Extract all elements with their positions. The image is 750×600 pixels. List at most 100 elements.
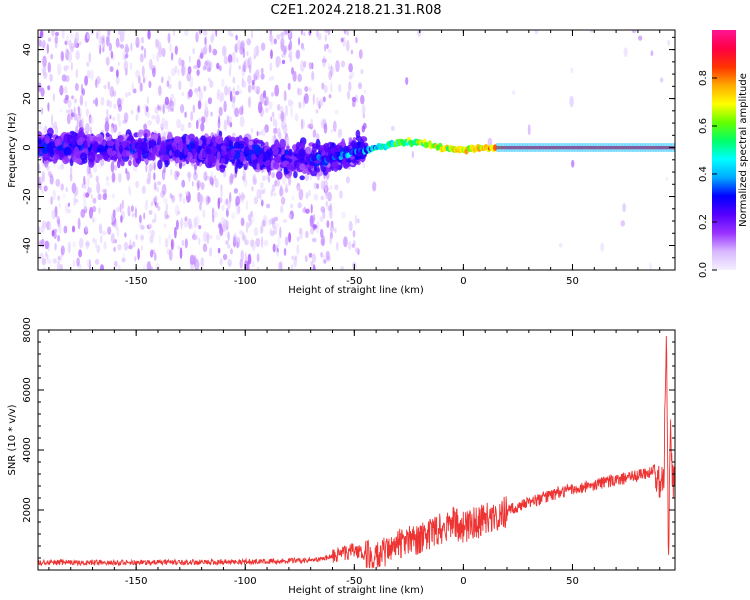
noise-cell [227,54,233,64]
noise-cell [263,187,266,194]
noise-cell [289,39,293,51]
noise-cell [67,202,70,207]
noise-cell [47,102,50,112]
noise-cell [85,108,89,117]
y-tick-label: 4000 [22,437,33,462]
noise-cell [126,171,130,181]
noise-cell [187,218,192,230]
noise-cell [164,96,170,106]
ridge-halo [569,143,573,152]
noise-cell [111,172,116,183]
band-cell [174,136,179,141]
noise-cell [96,76,101,85]
noise-cell [39,176,44,184]
noise-cell [54,31,60,37]
noise-cell [351,243,355,248]
noise-cell [329,184,333,191]
snr-ticks: -150 -100 -50 0 50 2000 4000 6000 8000 [22,317,675,587]
noise-cell [232,235,237,248]
noise-cell [63,193,65,200]
noise-cell [95,78,98,88]
noise-cell [69,173,73,182]
noise-cell [294,113,299,122]
noise-cell [322,254,326,264]
noise-cell [144,75,147,82]
ridge-halo [590,143,594,152]
noise-cell [198,225,202,230]
noise-cell [340,37,344,43]
noise-cell [218,115,221,124]
ridge-halo [587,143,591,152]
noise-cell [154,106,159,114]
noise-cell [96,244,101,254]
noise-cell [319,98,324,107]
noise-cell [287,99,293,107]
noise-cell [123,241,129,251]
ridge-halo [666,143,670,152]
noise-cell [125,168,128,175]
noise-cell [337,128,341,139]
band-cell [92,136,101,142]
noise-cell [188,55,191,63]
noise-cell [147,111,150,119]
noise-cell [223,55,229,65]
noise-cell [305,192,309,200]
noise-cell [121,97,124,105]
noise-cell [238,65,241,70]
noise-cell [57,63,62,75]
band-cell [131,139,136,151]
noise-cell [315,109,319,114]
noise-cell [265,174,270,181]
noise-cell [283,247,287,256]
band-cell [258,153,264,161]
noise-cell [203,30,208,36]
noise-cell [304,173,310,182]
noise-cell [163,197,168,205]
noise-cell [109,114,112,120]
noise-cell [228,175,234,186]
noise-cell [117,97,122,108]
noise-cell [622,203,626,213]
band-cell [288,148,293,157]
noise-cell [181,92,185,97]
band-cell [299,163,306,171]
noise-cell [221,78,225,88]
noise-cell [42,39,46,49]
noise-cell [108,42,112,52]
noise-cell [142,123,148,131]
noise-cell [155,262,160,270]
noise-cell [411,150,414,159]
noise-cell [282,218,288,224]
noise-cell [165,202,168,214]
noise-cell [148,228,152,235]
noise-cell [40,188,44,194]
colorbar-tick-label: 0.4 [698,166,709,182]
noise-cell [239,258,243,269]
noise-cell [300,60,305,72]
noise-cell [273,225,278,235]
noise-cell [248,56,252,68]
noise-cell [204,118,208,123]
noise-cell [174,45,178,55]
x-tick-label: -50 [346,276,362,287]
noise-cell [54,35,59,44]
band-cell [311,143,319,149]
noise-cell [205,195,210,206]
noise-cell [202,66,206,71]
noise-cell [56,260,61,270]
band-cell [41,146,49,154]
noise-cell [527,124,531,136]
noise-cell [227,231,230,242]
colorbar-tick-label: 0.6 [698,118,709,134]
noise-cell [288,232,292,243]
noise-cell [70,108,74,121]
noise-cell [189,224,194,230]
noise-cell [191,180,194,187]
noise-cell [51,123,55,129]
noise-cell [120,44,125,49]
noise-cell [269,228,272,235]
noise-cell [153,252,157,261]
noise-cell [348,74,353,80]
ridge-halo [506,143,510,152]
noise-cell [81,88,85,96]
